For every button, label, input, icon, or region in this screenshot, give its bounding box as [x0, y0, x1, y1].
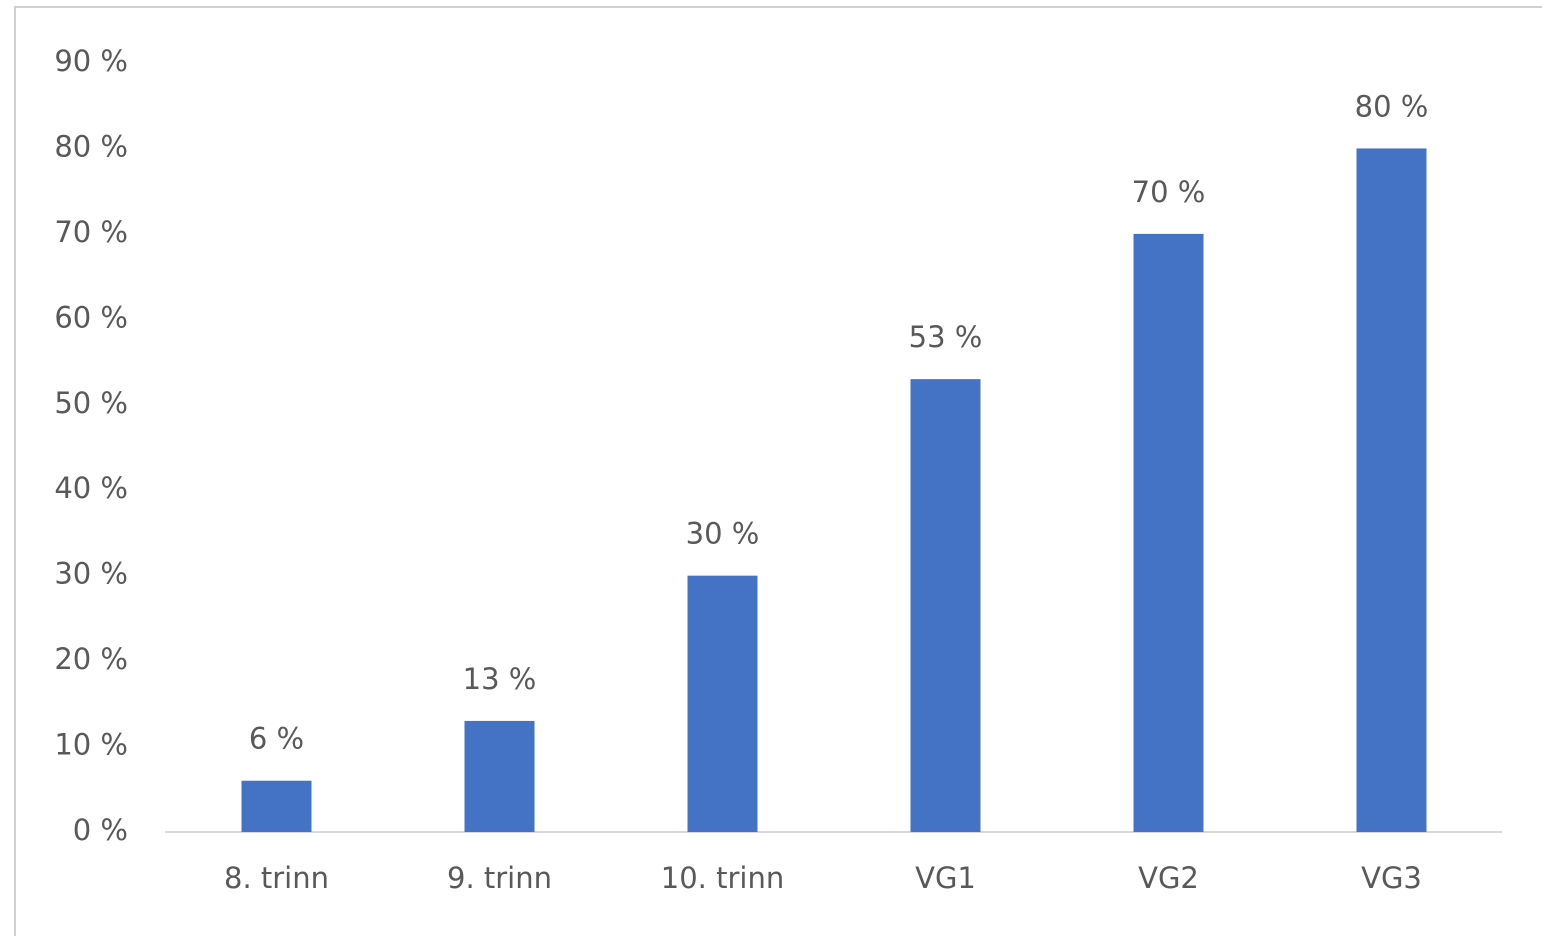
- bar: [1133, 233, 1204, 832]
- data-label: 30 %: [686, 517, 760, 551]
- y-tick-label: 20 %: [54, 642, 128, 676]
- y-tick-label: 0 %: [73, 813, 128, 847]
- data-label: 70 %: [1132, 175, 1206, 209]
- bar: [687, 575, 758, 832]
- y-tick-label: 10 %: [54, 728, 128, 762]
- x-tick-label: VG1: [915, 861, 976, 895]
- data-label: 13 %: [463, 662, 537, 696]
- y-tick-label: 90 %: [54, 44, 128, 78]
- data-label: 6 %: [249, 722, 304, 756]
- bar: [1356, 148, 1427, 832]
- x-tick-label: VG2: [1138, 861, 1199, 895]
- y-tick-label: 30 %: [54, 557, 128, 591]
- bar: [910, 379, 981, 832]
- x-tick-label: VG3: [1361, 861, 1422, 895]
- y-tick-label: 50 %: [54, 386, 128, 420]
- bar: [464, 720, 535, 832]
- y-tick-label: 80 %: [54, 129, 128, 163]
- bar: [241, 780, 312, 832]
- x-tick-label: 8. trinn: [224, 861, 329, 895]
- y-tick-label: 70 %: [54, 215, 128, 249]
- x-tick-label: 10. trinn: [661, 861, 784, 895]
- data-label: 53 %: [909, 320, 983, 354]
- y-tick-label: 60 %: [54, 300, 128, 334]
- data-label: 80 %: [1355, 89, 1429, 123]
- x-tick-label: 9. trinn: [447, 861, 552, 895]
- y-tick-label: 40 %: [54, 471, 128, 505]
